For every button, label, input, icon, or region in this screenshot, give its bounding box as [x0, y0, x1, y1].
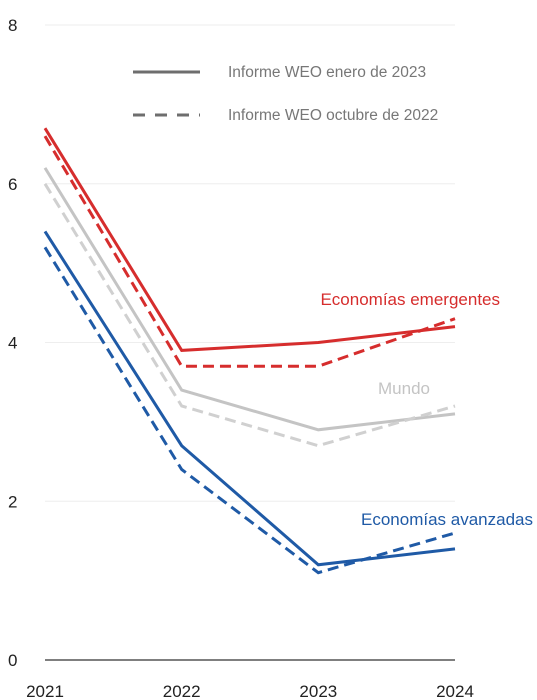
x-tick-label: 2024 — [436, 682, 474, 700]
x-tick-label: 2022 — [163, 682, 201, 700]
y-tick-label: 8 — [8, 16, 17, 35]
series-line-solid — [43, 167, 456, 432]
x-tick-label: 2023 — [299, 682, 337, 700]
series-line-solid — [43, 230, 456, 567]
gridlines — [45, 24, 455, 661]
series-lines — [43, 127, 456, 575]
y-tick-label: 6 — [8, 175, 17, 194]
y-axis-ticks: 0 2 4 6 8 — [8, 16, 17, 670]
y-tick-label: 4 — [8, 334, 17, 353]
x-axis-ticks: 2021 2022 2023 2024 — [26, 682, 474, 700]
series-labels: Economías emergentes Mundo Economías avanz… — [320, 290, 533, 529]
series-line-solid — [43, 127, 456, 352]
x-tick-label: 2021 — [26, 682, 64, 700]
y-tick-label: 2 — [8, 492, 17, 511]
series-line-dashed — [43, 246, 456, 575]
legend: Informe WEO enero de 2023 Informe WEO oct… — [133, 64, 438, 124]
legend-label: Informe WEO enero de 2023 — [228, 64, 426, 81]
legend-label: Informe WEO octubre de 2022 — [228, 107, 438, 124]
y-tick-label: 0 — [8, 651, 17, 670]
series-line-dashed — [43, 135, 456, 368]
series-label: Economías avanzadas — [361, 510, 533, 529]
series-label: Mundo — [378, 379, 430, 398]
series-label: Economías emergentes — [320, 290, 500, 309]
series-line-dashed — [43, 183, 456, 448]
